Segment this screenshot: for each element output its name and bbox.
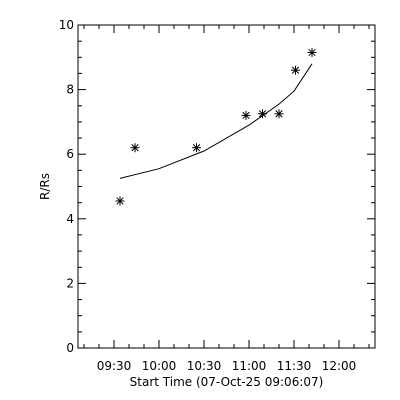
fit-series [119,63,313,179]
x-tick-label: 10:00 [142,359,177,373]
y-tick-label: 4 [66,212,74,226]
data-point [241,110,251,120]
x-tick-labels: 09:30 10:00 10:30 11:00 11:30 12:00 [97,359,357,373]
data-point [291,65,300,75]
x-tick-label: 11:30 [277,359,312,373]
y-tick-labels: 0 2 4 6 8 10 [59,18,74,355]
data-point [130,143,140,153]
x-tick-label: 10:30 [187,359,222,373]
y-tick-label: 6 [66,147,74,161]
fit-curve [119,63,313,179]
data-point [258,109,267,119]
y-tick-label: 0 [66,341,74,355]
data-point [192,143,201,153]
x-tick-label: 11:00 [232,359,267,373]
x-tick-label: 12:00 [322,359,357,373]
y-tick-label: 10 [59,18,74,32]
x-tick-label: 09:30 [97,359,132,373]
y-tick-label: 8 [66,83,74,97]
data-point [307,48,317,57]
data-point [115,196,125,206]
y-axis-title: R/Rs [38,173,52,200]
data-points [115,48,317,206]
x-axis-title: Start Time (07-Oct-25 09:06:07) [130,375,324,389]
axis-ticks [78,24,375,349]
data-point [274,109,284,119]
y-tick-label: 2 [66,276,74,290]
